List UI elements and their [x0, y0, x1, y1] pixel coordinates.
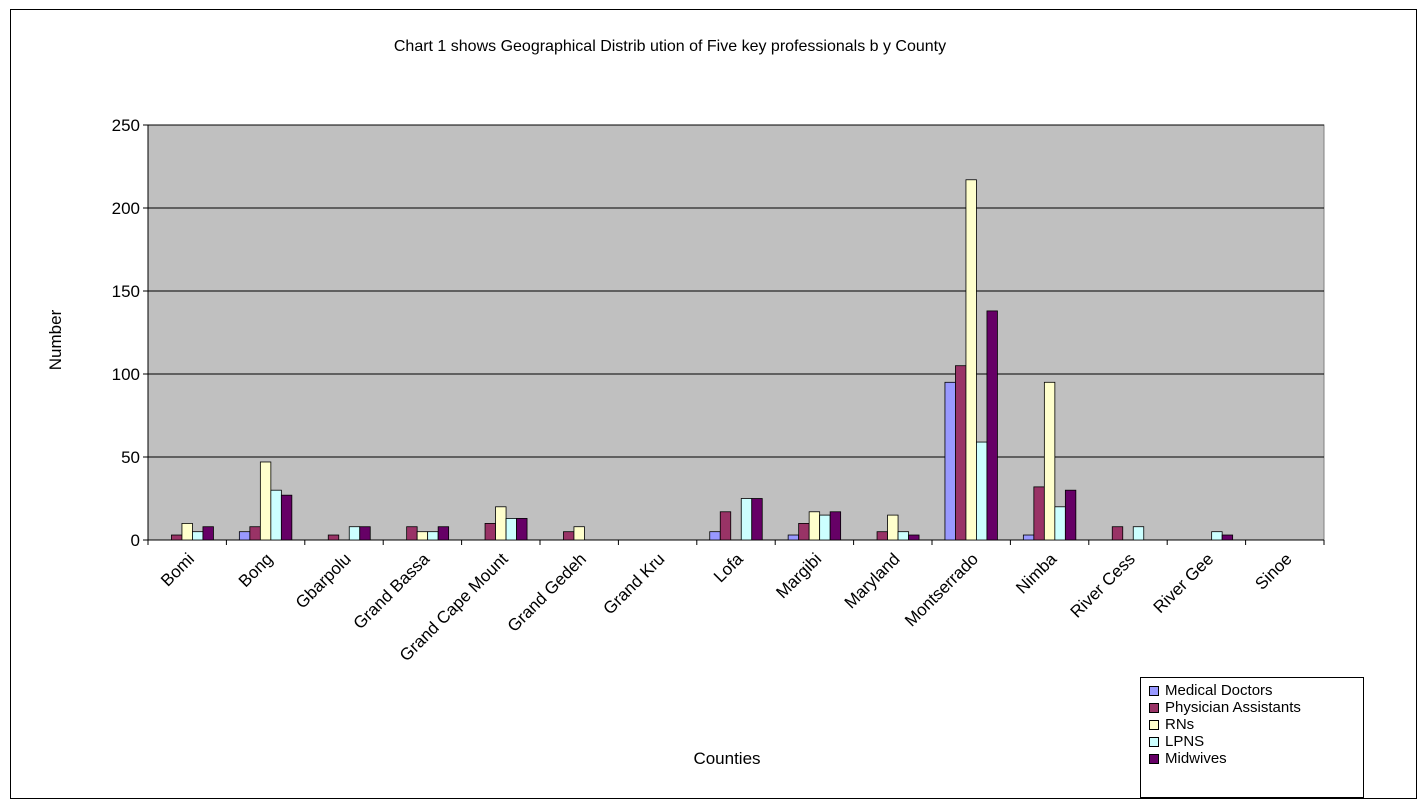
bar: [719, 511, 732, 541]
x-tick-label: Maryland: [841, 549, 904, 612]
x-tick-label: Bong: [235, 549, 277, 591]
bar: [171, 534, 183, 541]
legend-swatch: [1149, 753, 1159, 764]
bar: [427, 531, 439, 541]
chart-title: Chart 1 shows Geographical Distrib ution…: [394, 38, 946, 55]
x-tick-label: Lofa: [710, 549, 747, 586]
bar: [798, 523, 810, 541]
bar: [965, 179, 977, 541]
legend-swatch: [1149, 702, 1159, 713]
x-tick-label: Grand Kru: [600, 549, 669, 618]
bar: [955, 365, 967, 541]
bar: [751, 498, 763, 541]
legend-item: RNs: [1149, 716, 1363, 733]
bar: [202, 526, 214, 541]
x-tick-label: River Gee: [1150, 549, 1218, 617]
legend-label: Physician Assistants: [1165, 699, 1301, 716]
bar: [976, 441, 988, 541]
y-axis-label: Number: [46, 309, 65, 370]
legend-item: Midwives: [1149, 750, 1363, 767]
bar: [819, 514, 831, 541]
x-axis-label: Counties: [693, 749, 760, 768]
x-tick-label: River Cess: [1067, 549, 1139, 621]
x-tick-label: Nimba: [1012, 549, 1061, 598]
bar: [709, 531, 721, 541]
bar: [416, 531, 429, 541]
legend-item: LPNS: [1149, 733, 1363, 750]
y-tick-label: 200: [112, 199, 140, 218]
bar: [437, 526, 450, 541]
bar: [787, 534, 800, 541]
bar: [406, 526, 418, 541]
bar: [249, 526, 261, 541]
bar: [192, 531, 204, 541]
y-tick-label: 0: [131, 531, 140, 550]
bar: [1033, 486, 1045, 541]
y-tick-label: 50: [121, 448, 140, 467]
x-tick-label: Sinoe: [1251, 549, 1295, 593]
bar: [908, 534, 920, 541]
bar: [348, 526, 361, 541]
x-tick-label: Gbarpolu: [292, 549, 355, 612]
legend-label: LPNS: [1165, 733, 1205, 750]
y-tick-label: 150: [112, 282, 140, 301]
bar: [327, 534, 340, 541]
bar: [495, 506, 507, 541]
bar: [181, 523, 193, 541]
bar: [270, 489, 282, 541]
bar: [1054, 506, 1066, 541]
bar: [876, 531, 888, 541]
legend-item: Physician Assistants: [1149, 699, 1363, 716]
bar: [986, 310, 998, 541]
bar: [740, 498, 753, 541]
bar: [944, 381, 956, 541]
x-tick-label: Bomi: [157, 549, 198, 590]
bar: [516, 518, 528, 541]
bar: [505, 518, 517, 541]
legend-label: RNs: [1165, 716, 1195, 733]
legend-swatch: [1149, 719, 1159, 730]
bar: [280, 494, 293, 541]
bar: [573, 526, 585, 541]
bar: [897, 531, 909, 541]
legend-swatch: [1149, 736, 1159, 747]
bar: [829, 511, 842, 541]
bar: [887, 514, 899, 541]
x-tick-label: Montserrado: [901, 549, 982, 630]
chart-legend: Medical Doctors Physician Assistants RNs LP…: [1140, 677, 1364, 798]
bar: [808, 511, 821, 541]
bar: [1132, 526, 1145, 541]
legend-item: Medical Doctors: [1149, 682, 1363, 699]
legend-swatch: [1149, 685, 1159, 696]
bar: [238, 531, 251, 541]
bar: [1211, 531, 1223, 541]
bar: [359, 526, 371, 541]
bar: [563, 531, 575, 541]
bar: [484, 523, 496, 541]
x-tick-label: Margibi: [772, 549, 825, 602]
x-tick-label: Grand Bassa: [350, 549, 434, 633]
bar: [1221, 534, 1234, 541]
legend-label: Medical Doctors: [1165, 682, 1273, 699]
bar: [259, 461, 272, 541]
plot-area: [147, 124, 1325, 541]
y-tick-label: 100: [112, 365, 140, 384]
legend-label: Midwives: [1165, 750, 1227, 767]
bar: [1111, 526, 1124, 541]
x-tick-label: Grand Gedeh: [504, 549, 590, 635]
y-tick-label: 250: [112, 116, 140, 135]
bar: [1022, 534, 1035, 541]
bar: [1064, 489, 1077, 541]
bar: [1043, 381, 1056, 541]
